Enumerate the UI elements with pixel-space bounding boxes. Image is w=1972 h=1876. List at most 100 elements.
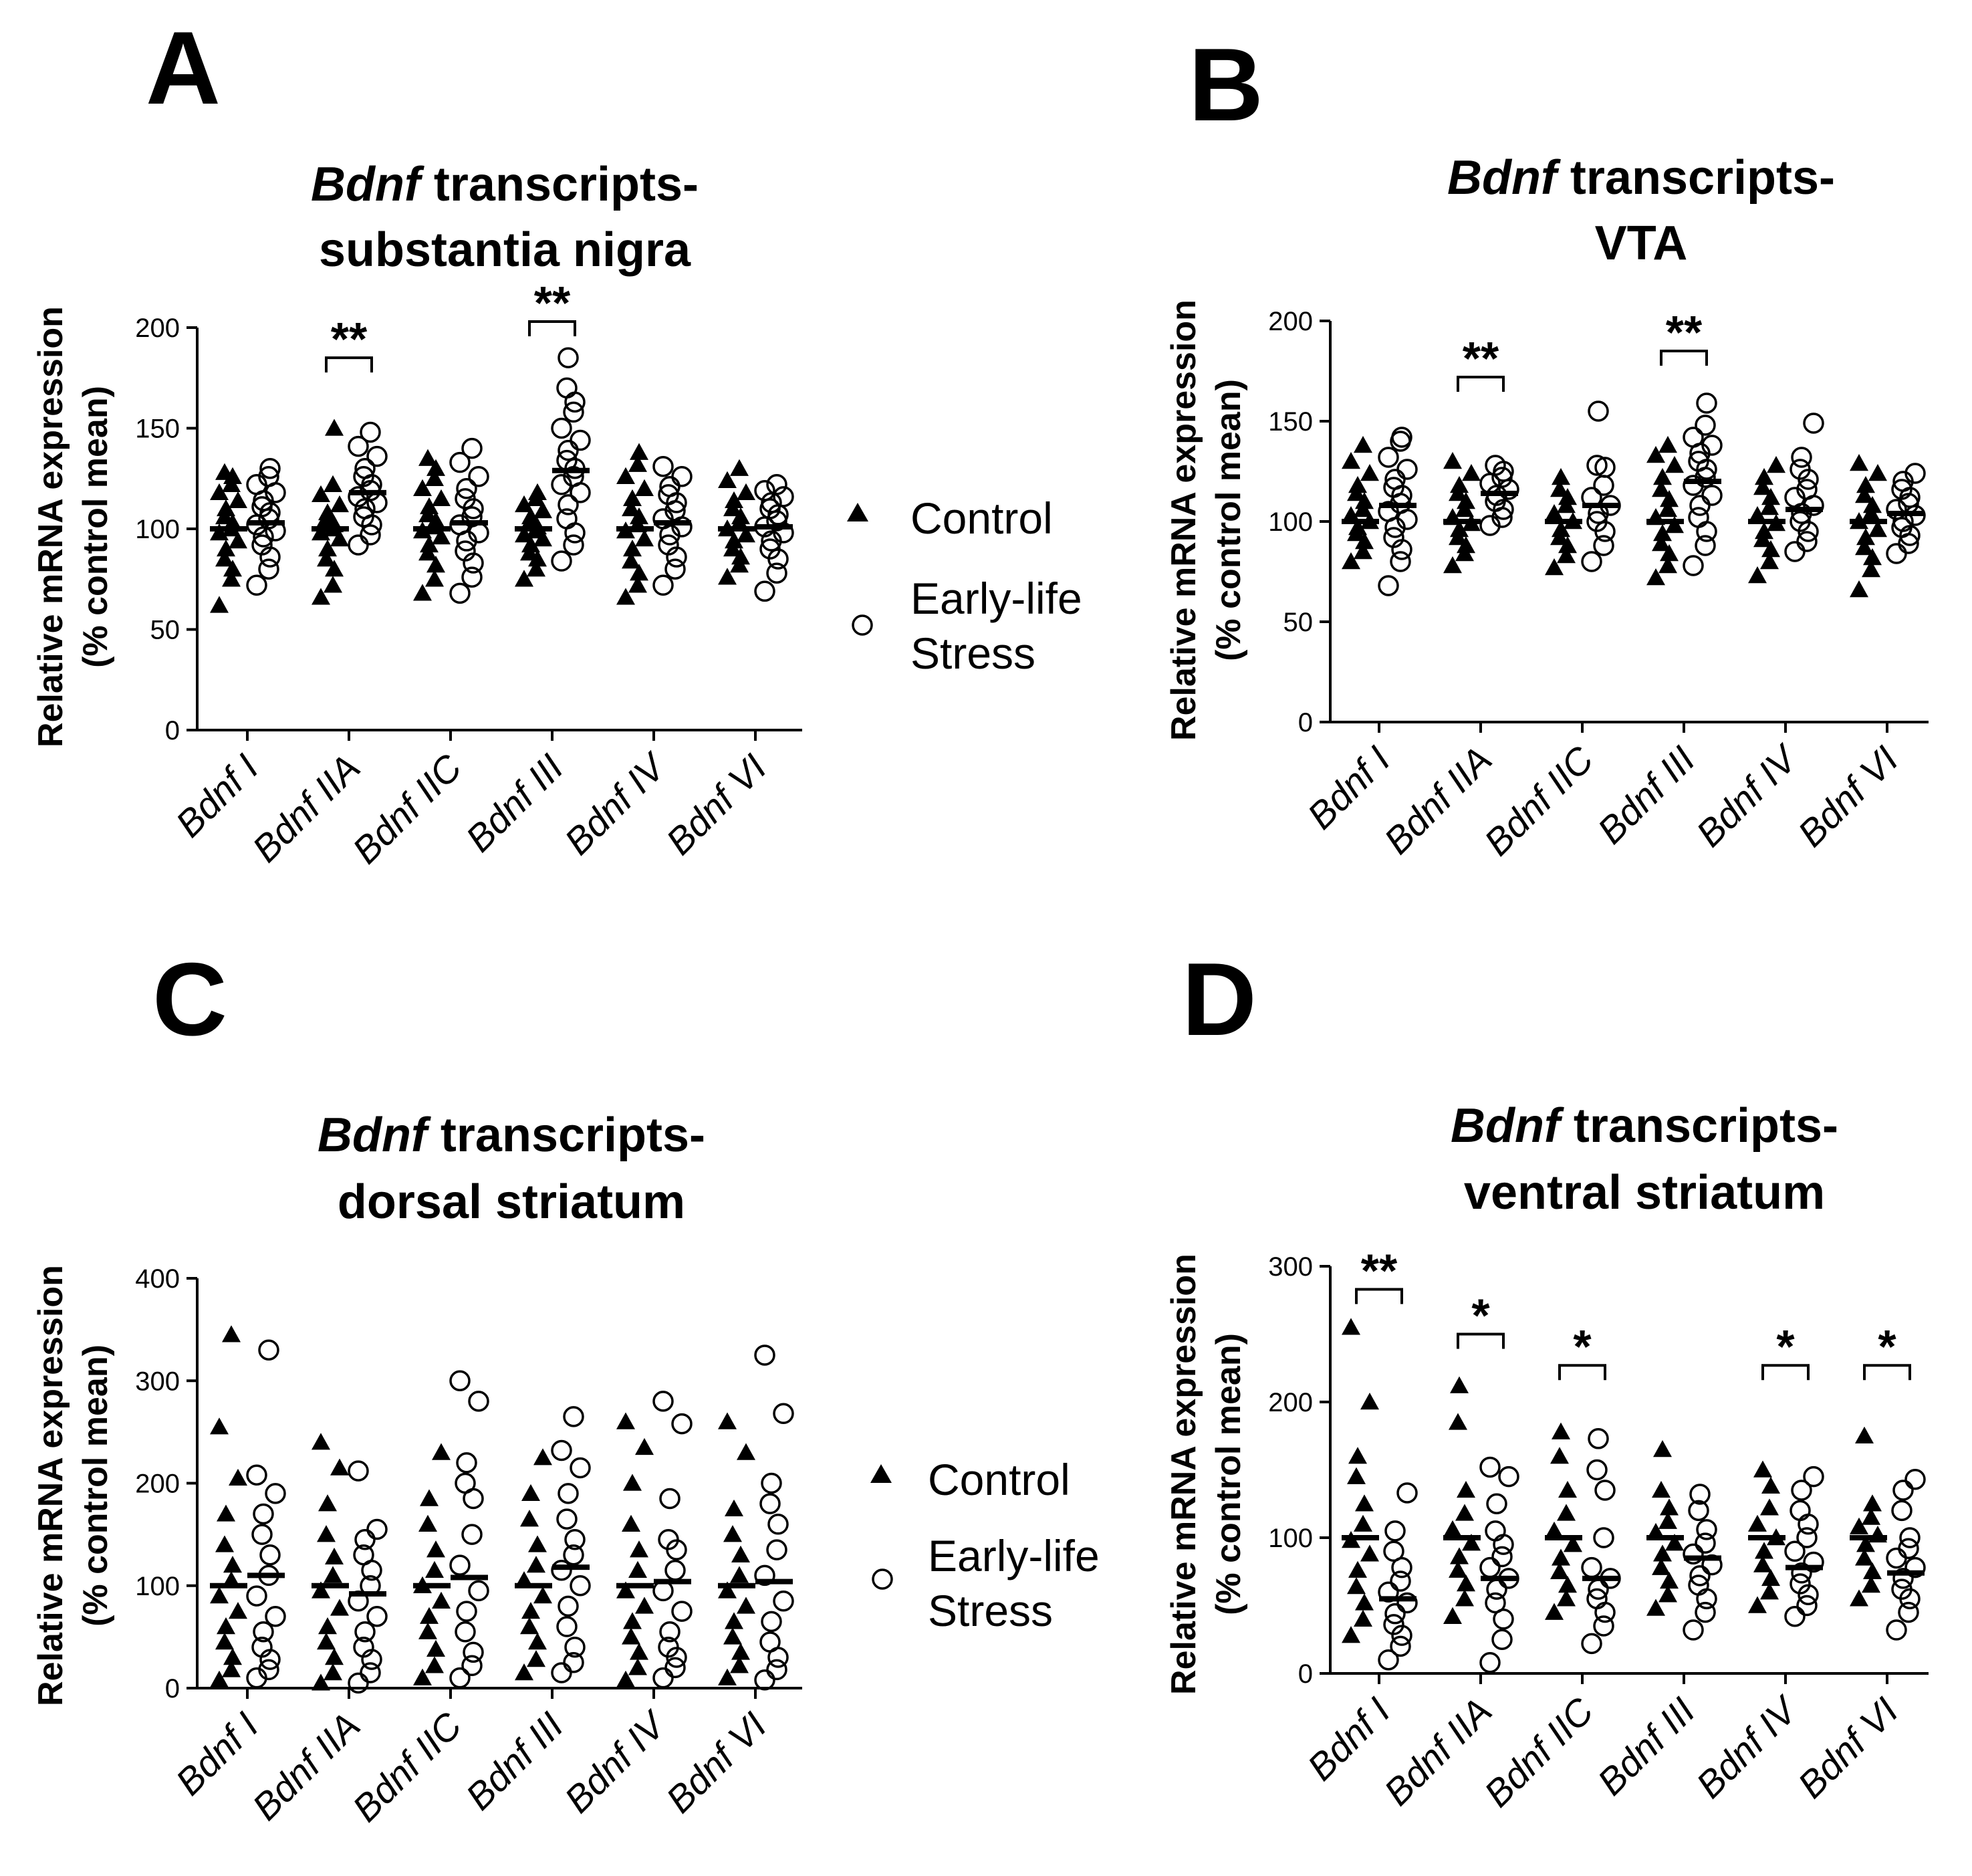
data-point-els — [1581, 551, 1602, 572]
title-rest: transcripts- — [1574, 1099, 1838, 1153]
data-point-els — [658, 484, 679, 505]
data-point-els — [664, 1560, 686, 1581]
data-point-els — [259, 457, 281, 479]
data-point-control — [312, 588, 330, 605]
data-point-els — [1384, 1520, 1406, 1542]
data-point-els — [761, 1472, 782, 1494]
data-point-els — [570, 1575, 591, 1597]
data-point-els — [1791, 1562, 1812, 1584]
data-point-control — [1354, 436, 1372, 453]
panel-d: D Bdnf transcripts- ventral striatum Rel… — [1164, 941, 1929, 1815]
data-point-els — [1791, 447, 1812, 468]
data-point-control — [1652, 480, 1671, 497]
data-point-control — [718, 1581, 737, 1599]
x-tick-label: Bdnf III — [1589, 1689, 1703, 1803]
data-point-els — [1696, 392, 1717, 414]
data-point-control — [515, 495, 533, 513]
data-point-control — [616, 588, 635, 605]
data-point-els — [556, 1508, 578, 1530]
data-point-els — [456, 1452, 477, 1474]
data-point-els — [1378, 447, 1399, 468]
data-point-control — [1552, 1422, 1570, 1439]
data-point-control — [527, 1650, 545, 1667]
data-point-els — [1701, 435, 1723, 456]
data-point-control — [1462, 464, 1481, 481]
data-point-control — [215, 550, 234, 567]
data-point-control — [1545, 1603, 1564, 1620]
x-tick-label: Bdnf IIC — [344, 1704, 470, 1830]
data-point-control — [1550, 480, 1569, 497]
data-point-els — [1798, 1513, 1819, 1535]
x-tick-label: Bdnf IIA — [244, 746, 368, 870]
x-tick-label: Bdnf IV — [556, 1702, 675, 1821]
chart-title-line2: substantia nigra — [319, 223, 691, 277]
data-point-control — [229, 491, 247, 509]
data-point-control — [737, 1443, 755, 1460]
data-point-els — [664, 558, 686, 580]
data-point-els — [658, 534, 679, 556]
title-rest: transcripts- — [1570, 151, 1835, 205]
y-tick-label: 100 — [135, 515, 180, 544]
data-point-control — [222, 1660, 241, 1677]
data-point-els — [551, 1560, 572, 1581]
data-point-els — [1593, 1527, 1614, 1548]
data-point-els — [360, 421, 381, 443]
data-point-control — [1545, 1521, 1564, 1539]
data-point-els — [251, 1524, 273, 1545]
data-point-els — [773, 1590, 794, 1612]
data-point-els — [563, 1651, 584, 1673]
data-point-control — [426, 1639, 445, 1657]
data-point-els — [455, 1472, 476, 1494]
data-point-els — [366, 1518, 388, 1540]
data-point-els — [1891, 1500, 1913, 1522]
chart-title-line1: Bdnf transcripts- — [1447, 151, 1835, 205]
data-point-els — [1904, 1556, 1926, 1578]
data-point-control — [413, 479, 432, 496]
y-tick-label: 100 — [1268, 507, 1313, 537]
data-point-els — [1689, 1484, 1711, 1505]
data-point-els — [551, 1439, 572, 1461]
data-point-els — [1383, 1614, 1404, 1635]
data-point-control — [622, 552, 640, 569]
data-point-control — [1653, 1440, 1672, 1457]
y-tick-label: 0 — [1298, 708, 1313, 737]
data-point-control — [325, 1547, 344, 1565]
data-point-control — [1348, 1560, 1367, 1578]
data-point-control — [1550, 1447, 1569, 1464]
data-point-control — [1760, 498, 1779, 515]
y-tick-label: 100 — [135, 1572, 180, 1601]
x-tick-label: Bdnf III — [1589, 738, 1703, 852]
data-point-els — [1493, 1609, 1514, 1630]
significance-label: ** — [1463, 332, 1499, 384]
y-tick-label: 300 — [135, 1367, 180, 1396]
data-point-control — [1450, 476, 1469, 493]
data-point-control — [312, 1433, 330, 1450]
data-point-els — [1586, 1588, 1608, 1610]
data-point-els — [1695, 415, 1716, 436]
data-point-control — [420, 1607, 439, 1624]
data-point-els — [468, 1391, 489, 1412]
data-point-control — [623, 1474, 642, 1491]
data-point-els — [1696, 521, 1717, 542]
data-point-els — [659, 1621, 681, 1643]
data-point-control — [628, 1560, 647, 1578]
chart-title-line1: Bdnf transcripts- — [318, 1108, 705, 1162]
title-italic-word: Bdnf — [1451, 1099, 1564, 1153]
data-point-els — [558, 494, 579, 515]
data-point-control — [630, 443, 648, 460]
data-point-control — [1347, 1467, 1366, 1484]
data-point-control — [1748, 566, 1767, 584]
y-tick-label: 50 — [150, 616, 180, 645]
significance-bracket — [1457, 1332, 1505, 1349]
data-point-control — [1863, 548, 1882, 566]
data-point-control — [1760, 1582, 1779, 1600]
panel-letter-d: D — [1182, 941, 1257, 1057]
data-point-els — [773, 486, 794, 507]
data-point-els — [1683, 1543, 1704, 1565]
data-point-control — [718, 568, 737, 585]
data-point-control — [628, 455, 647, 472]
title-italic-word: Bdnf — [318, 1108, 431, 1162]
data-point-els — [449, 1370, 471, 1391]
data-point-control — [528, 483, 547, 501]
data-point-control — [1342, 1318, 1360, 1335]
